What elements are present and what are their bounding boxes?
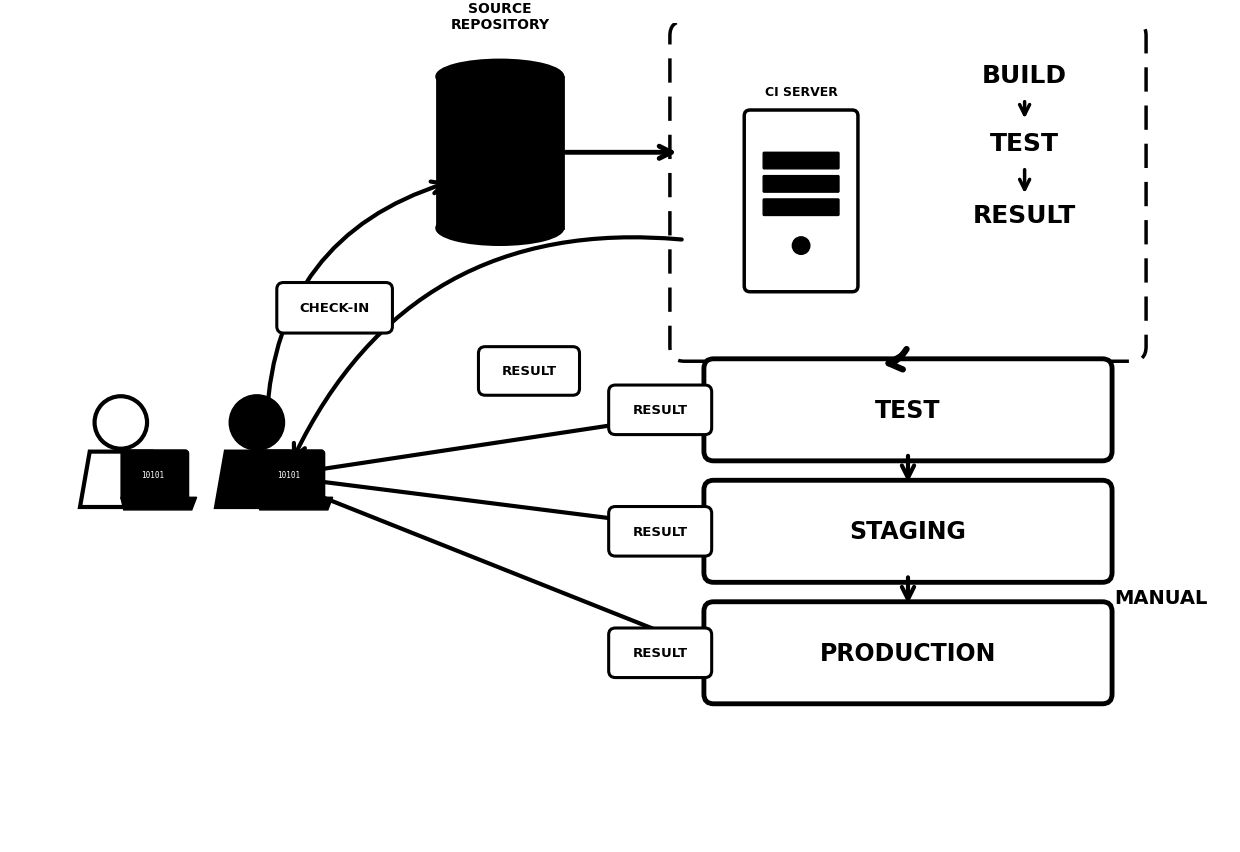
FancyBboxPatch shape bbox=[479, 348, 579, 396]
Text: PRODUCTION: PRODUCTION bbox=[820, 641, 996, 665]
FancyBboxPatch shape bbox=[609, 386, 712, 435]
Text: TEST: TEST bbox=[990, 131, 1059, 155]
Text: TEST: TEST bbox=[875, 399, 941, 423]
FancyBboxPatch shape bbox=[122, 451, 188, 501]
FancyBboxPatch shape bbox=[744, 111, 858, 292]
Polygon shape bbox=[436, 78, 563, 228]
Polygon shape bbox=[216, 452, 298, 508]
Text: RESULT: RESULT bbox=[973, 204, 1076, 228]
Text: SOURCE
REPOSITORY: SOURCE REPOSITORY bbox=[450, 2, 549, 32]
FancyBboxPatch shape bbox=[763, 176, 839, 193]
FancyBboxPatch shape bbox=[277, 283, 392, 334]
Text: CI SERVER: CI SERVER bbox=[765, 86, 837, 99]
FancyBboxPatch shape bbox=[704, 360, 1112, 461]
Circle shape bbox=[94, 397, 148, 449]
FancyBboxPatch shape bbox=[670, 22, 1146, 362]
Circle shape bbox=[231, 397, 283, 449]
Text: BUILD: BUILD bbox=[982, 63, 1068, 88]
Text: RESULT: RESULT bbox=[501, 365, 557, 378]
Ellipse shape bbox=[436, 60, 563, 94]
FancyBboxPatch shape bbox=[763, 199, 839, 216]
FancyBboxPatch shape bbox=[763, 153, 839, 170]
Text: 10101: 10101 bbox=[278, 471, 300, 480]
Ellipse shape bbox=[436, 212, 563, 245]
Polygon shape bbox=[81, 452, 161, 508]
Text: RESULT: RESULT bbox=[632, 404, 688, 417]
FancyBboxPatch shape bbox=[704, 481, 1112, 583]
FancyBboxPatch shape bbox=[609, 507, 712, 556]
Text: CHECK-IN: CHECK-IN bbox=[300, 302, 370, 315]
Circle shape bbox=[792, 238, 810, 255]
Text: STAGING: STAGING bbox=[849, 520, 966, 544]
FancyBboxPatch shape bbox=[609, 628, 712, 677]
Text: RESULT: RESULT bbox=[632, 647, 688, 659]
Polygon shape bbox=[257, 498, 332, 510]
FancyBboxPatch shape bbox=[704, 602, 1112, 704]
Text: MANUAL: MANUAL bbox=[1114, 588, 1208, 607]
FancyBboxPatch shape bbox=[258, 451, 324, 501]
Text: 10101: 10101 bbox=[141, 471, 165, 480]
Polygon shape bbox=[120, 498, 197, 510]
Text: RESULT: RESULT bbox=[632, 525, 688, 538]
